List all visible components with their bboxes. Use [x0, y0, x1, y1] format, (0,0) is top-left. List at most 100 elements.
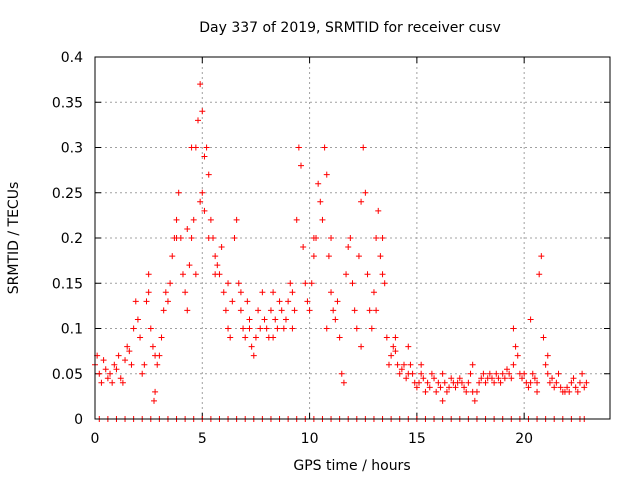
data-point — [141, 361, 148, 368]
data-point — [201, 153, 208, 160]
data-point — [235, 280, 242, 287]
data-point — [469, 361, 476, 368]
data-point — [351, 307, 358, 314]
data-point — [310, 253, 317, 260]
data-point — [416, 379, 423, 386]
data-point — [274, 325, 281, 332]
data-point — [441, 379, 448, 386]
data-point — [257, 325, 264, 332]
data-point — [480, 370, 487, 377]
data-point — [98, 379, 105, 386]
data-point — [538, 253, 545, 260]
data-point — [310, 235, 317, 241]
data-point — [162, 289, 169, 296]
data-point — [493, 370, 500, 377]
data-point — [334, 298, 341, 305]
data-point — [431, 375, 438, 382]
data-point — [102, 366, 109, 373]
data-point — [113, 366, 120, 373]
data-point — [255, 307, 262, 314]
data-point — [119, 379, 126, 386]
data-point — [452, 384, 459, 391]
data-point — [328, 289, 335, 296]
data-point — [546, 379, 553, 386]
data-point — [383, 334, 390, 341]
data-point — [282, 316, 289, 323]
x-tick-label: 20 — [515, 431, 533, 447]
data-point — [426, 384, 433, 391]
data-point — [276, 298, 283, 305]
data-point — [497, 379, 504, 386]
data-point — [300, 244, 307, 251]
data-point — [366, 307, 373, 314]
data-point — [473, 388, 480, 395]
chart-title: Day 337 of 2019, SRMTID for receiver cus… — [199, 20, 501, 36]
data-point — [237, 289, 244, 296]
data-point — [156, 352, 163, 359]
data-point — [330, 307, 337, 314]
y-tick-label: 0.05 — [52, 367, 83, 383]
data-point — [246, 316, 253, 323]
data-point — [394, 361, 401, 368]
plot-frame — [94, 56, 611, 420]
data-point — [212, 271, 219, 278]
data-point — [413, 384, 420, 391]
data-point — [510, 325, 517, 332]
data-point — [510, 361, 517, 368]
x-tick-label: 10 — [301, 431, 319, 447]
data-point — [501, 375, 508, 382]
data-point — [323, 325, 330, 332]
data-point — [151, 397, 158, 404]
data-point — [456, 375, 463, 382]
data-point — [214, 262, 221, 269]
data-point — [388, 352, 395, 359]
data-point — [572, 384, 579, 391]
x-tick-label: 5 — [198, 431, 207, 447]
data-point — [491, 379, 498, 386]
data-point — [197, 198, 204, 205]
data-point — [154, 361, 161, 368]
data-point — [392, 348, 399, 355]
data-point — [504, 366, 510, 373]
data-point — [199, 189, 206, 196]
data-point — [122, 357, 129, 364]
data-point — [433, 388, 440, 395]
y-axis-label: SRMTID / TECUs — [6, 182, 22, 295]
data-point — [298, 162, 304, 169]
data-point — [527, 316, 534, 323]
data-point — [540, 334, 547, 341]
data-point — [270, 289, 277, 296]
data-point — [229, 298, 236, 305]
data-point — [287, 280, 294, 287]
data-point — [201, 207, 208, 214]
data-point — [182, 289, 189, 296]
data-point — [134, 316, 141, 323]
data-point — [544, 352, 551, 359]
data-point — [225, 325, 232, 332]
data-point — [173, 235, 180, 241]
data-point — [317, 198, 324, 205]
data-point — [555, 370, 562, 377]
data-point — [237, 307, 244, 314]
data-point — [564, 384, 571, 391]
data-point — [527, 379, 534, 386]
data-point — [355, 253, 362, 260]
data-point — [568, 379, 575, 386]
data-point — [250, 352, 257, 359]
data-point — [203, 144, 210, 151]
data-point — [188, 235, 195, 241]
data-point — [280, 325, 287, 332]
data-point — [435, 379, 442, 386]
x-tick-labels: 0 5 10 15 20 — [91, 431, 534, 447]
data-point — [499, 370, 506, 377]
data-point — [149, 343, 156, 350]
data-point — [529, 370, 536, 377]
data-point — [579, 370, 586, 377]
data-point — [521, 370, 528, 377]
data-point — [424, 379, 431, 386]
data-point — [145, 271, 152, 278]
data-point — [448, 375, 455, 382]
data-point — [130, 325, 137, 332]
data-point — [437, 384, 444, 391]
data-point — [126, 348, 133, 355]
